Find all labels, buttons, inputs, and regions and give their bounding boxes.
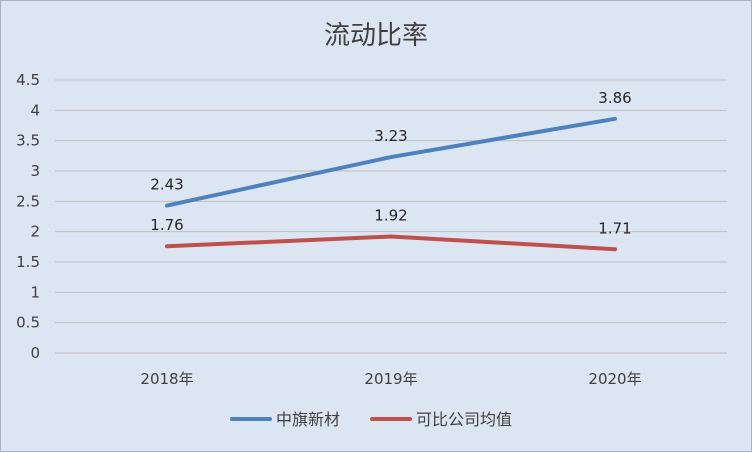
data-label: 1.76	[150, 216, 183, 234]
y-tick-label: 0	[30, 344, 40, 362]
series-line	[165, 116, 617, 208]
legend: 中旗新材 可比公司均值	[230, 410, 512, 429]
y-tick-label: 1.5	[16, 253, 40, 271]
x-tick-label: 2020年	[588, 370, 641, 388]
gridlines	[55, 79, 727, 354]
y-tick-label: 4.5	[16, 71, 40, 89]
data-label: 2.43	[150, 176, 183, 194]
legend-label: 中旗新材	[276, 410, 340, 429]
series-line	[165, 234, 617, 252]
y-tick-label: 2.5	[16, 192, 40, 210]
legend-label: 可比公司均值	[416, 410, 512, 429]
x-tick-label: 2019年	[364, 370, 417, 388]
chart-title: 流动比率	[324, 21, 428, 51]
y-tick-label: 1	[30, 283, 40, 301]
data-label: 3.86	[598, 89, 631, 107]
series-lines	[165, 116, 617, 252]
y-tick-label: 3	[30, 162, 40, 180]
data-labels: 2.43 3.23 3.86 1.76 1.92 1.71	[150, 89, 631, 237]
y-tick-label: 4	[30, 101, 40, 119]
y-tick-label: 0.5	[16, 314, 40, 332]
x-tick-label: 2018年	[140, 370, 193, 388]
data-label: 3.23	[374, 127, 407, 145]
data-label: 1.71	[598, 219, 631, 237]
y-tick-label: 3.5	[16, 132, 40, 150]
data-label: 1.92	[374, 207, 407, 225]
x-axis: 2018年 2019年 2020年	[140, 370, 641, 388]
y-tick-label: 2	[30, 223, 40, 241]
y-axis: 0 0.5 1 1.5 2 2.5 3 3.5 4 4.5	[16, 71, 40, 362]
